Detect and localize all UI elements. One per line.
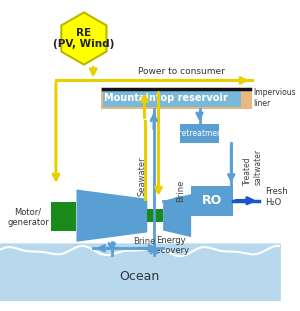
Text: Motor/
generator: Motor/ generator (7, 208, 49, 227)
Text: RO: RO (202, 194, 222, 207)
Text: Mountaintop reservoir: Mountaintop reservoir (104, 93, 228, 103)
Bar (0, 251, 280, 300)
Polygon shape (101, 88, 252, 109)
Bar (147, 209, 163, 222)
Text: Pretreatment: Pretreatment (174, 129, 225, 138)
Text: Fresh
H₂O: Fresh H₂O (265, 187, 287, 207)
Text: RE
(PV, Wind): RE (PV, Wind) (53, 28, 115, 49)
Polygon shape (61, 12, 106, 65)
Text: Brine: Brine (133, 237, 156, 246)
Polygon shape (103, 89, 241, 108)
Bar (51, 202, 76, 231)
Text: Ocean: Ocean (120, 270, 160, 283)
Bar (180, 124, 219, 143)
Polygon shape (76, 189, 147, 242)
Text: Energy
recovery: Energy recovery (152, 236, 189, 255)
Polygon shape (163, 194, 191, 237)
Text: Power to consumer: Power to consumer (138, 67, 225, 76)
Text: Brine: Brine (176, 179, 185, 202)
Text: Treated
saltwater: Treated saltwater (243, 149, 263, 185)
Text: Seawater: Seawater (137, 157, 146, 196)
Bar (191, 186, 233, 216)
Text: Impervious
liner: Impervious liner (254, 88, 296, 108)
